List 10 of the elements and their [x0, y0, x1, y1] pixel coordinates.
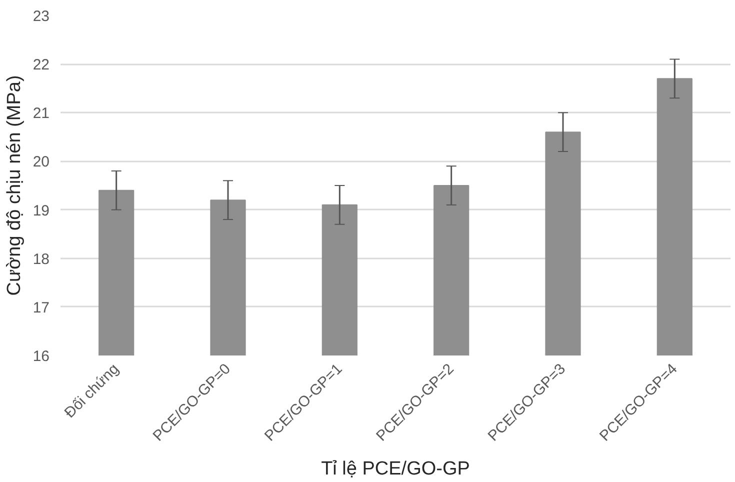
y-tick-label: 23	[32, 8, 50, 25]
y-tick-label: 21	[32, 105, 50, 122]
y-tick-label: 22	[32, 56, 50, 74]
y-tick-label: 16	[32, 348, 50, 365]
y-tick-label: 17	[32, 299, 50, 316]
x-axis-title: Tỉ lệ PCE/GO-GP	[321, 458, 470, 480]
y-tick-label: 19	[32, 202, 50, 220]
y-tick-label: 18	[32, 250, 50, 268]
y-axis-title: Cường độ chịu nén (MPa)	[4, 75, 25, 296]
y-tick-label: 20	[32, 154, 50, 171]
